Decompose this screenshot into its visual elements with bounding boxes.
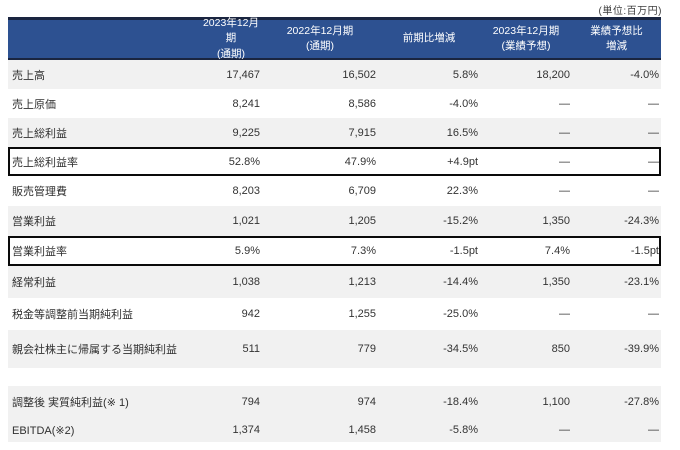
cell-value: -18.4% [443, 396, 478, 408]
row-label: 調整後 実質純利益(※ 1) [12, 397, 129, 409]
cell-value: 5.8% [452, 68, 478, 81]
table-row-gross-margin-highlighted: 売上総利益率 52.8% 47.9% +4.9pt — — [8, 147, 661, 176]
cell-value: — [648, 424, 659, 436]
cell-value: -4.0% [449, 97, 478, 110]
cell-value: — [559, 308, 570, 320]
row-label: EBITDA(※2) [12, 424, 75, 437]
cell-value: 18,200 [536, 68, 570, 81]
cell-value: 1,255 [348, 308, 376, 320]
cell-value: -5.8% [449, 424, 478, 436]
cell-value: -25.0% [443, 308, 478, 320]
row-label: 営業利益率 [12, 246, 67, 258]
cell-value: 47.9% [344, 155, 376, 168]
cell-value: 22.3% [446, 185, 478, 197]
cell-value: -24.3% [624, 215, 659, 227]
cell-value: 8,586 [348, 97, 376, 110]
table-row-cost-of-sales: 売上原価 8,241 8,586 -4.0% — — [8, 89, 661, 118]
cell-value: 794 [241, 396, 260, 408]
table-row-pretax-profit: 税金等調整前当期純利益 942 1,255 -25.0% — — [8, 298, 661, 330]
cell-value: 8,203 [232, 185, 260, 197]
header-corner-cell [8, 20, 200, 58]
cell-value: 16,502 [342, 68, 376, 81]
row-label: 売上総利益率 [12, 156, 78, 169]
financial-results-table: 2023年12月期 (通期) 2022年12月期 (通期) 前期比増減 2023… [8, 17, 661, 442]
cell-value: 1,021 [232, 215, 260, 227]
cell-value: -23.1% [624, 276, 659, 288]
cell-value: — [559, 155, 570, 168]
row-label: 売上原価 [12, 98, 56, 111]
column-header-fy2022-actual: 2022年12月期 (通期) [286, 24, 354, 52]
table-row-adjusted-net-profit: 調整後 実質純利益(※ 1) 794 974 -18.4% 1,100 -27.… [8, 386, 661, 418]
cell-value: — [648, 97, 659, 110]
cell-value: -34.5% [443, 343, 478, 355]
cell-value: 779 [357, 343, 376, 355]
cell-value: -27.8% [624, 396, 659, 408]
cell-value: -1.5pt [449, 245, 478, 257]
row-label: 売上総利益 [12, 127, 67, 140]
cell-value: -1.5pt [630, 245, 659, 257]
cell-value: 7.3% [350, 245, 376, 257]
cell-value: 7.4% [544, 245, 570, 257]
column-header-yoy-change: 前期比増減 [402, 32, 456, 45]
cell-value: 1,205 [348, 215, 376, 227]
table-row-operating-profit: 営業利益 1,021 1,205 -15.2% 1,350 -24.3% [8, 206, 661, 236]
cell-value: -14.4% [443, 276, 478, 288]
cell-value: — [648, 308, 659, 320]
row-label: 親会社株主に帰属する当期純利益 [12, 344, 177, 356]
cell-value: — [559, 424, 570, 436]
cell-value: 6,709 [348, 185, 376, 197]
column-header-fy2023-forecast: 2023年12月期 (業績予想) [492, 24, 560, 52]
cell-value: 511 [242, 343, 260, 355]
column-header-fy2023-actual: 2023年12月期 (通期) [202, 17, 260, 60]
cell-value: +4.9pt [447, 155, 478, 168]
column-header-vs-forecast: 業績予想比 増減 [590, 24, 643, 52]
table-header-row: 2023年12月期 (通期) 2022年12月期 (通期) 前期比増減 2023… [8, 17, 661, 60]
table-row-sga-expenses: 販売管理費 8,203 6,709 22.3% — — [8, 176, 661, 206]
cell-value: — [559, 97, 570, 110]
cell-value: 1,100 [542, 396, 570, 408]
cell-value: — [559, 126, 570, 139]
section-divider-gap [8, 368, 661, 386]
cell-value: -4.0% [630, 68, 659, 81]
cell-value: — [648, 126, 659, 139]
cell-value: — [559, 185, 570, 197]
row-label: 販売管理費 [12, 186, 67, 198]
cell-value: — [648, 185, 659, 197]
table-row-net-profit-attributable-to-owners: 親会社株主に帰属する当期純利益 511 779 -34.5% 850 -39.9… [8, 330, 661, 368]
cell-value: 8,241 [232, 97, 260, 110]
cell-value: 52.8% [228, 155, 260, 168]
table-row-operating-margin-highlighted: 営業利益率 5.9% 7.3% -1.5pt 7.4% -1.5pt [8, 236, 661, 266]
row-label: 税金等調整前当期純利益 [12, 309, 133, 321]
table-row-net-sales: 売上高 17,467 16,502 5.8% 18,200 -4.0% [8, 60, 661, 89]
table-row-ordinary-profit: 経常利益 1,038 1,213 -14.4% 1,350 -23.1% [8, 266, 661, 298]
table-row-ebitda: EBITDA(※2) 1,374 1,458 -5.8% — — [8, 418, 661, 442]
cell-value: -39.9% [624, 343, 659, 355]
cell-value: 1,350 [542, 215, 570, 227]
cell-value: 1,374 [232, 424, 260, 436]
cell-value: — [648, 155, 659, 168]
row-label: 売上高 [12, 69, 45, 82]
cell-value: 9,225 [232, 126, 260, 139]
cell-value: 850 [551, 343, 570, 355]
table-row-gross-profit: 売上総利益 9,225 7,915 16.5% — — [8, 118, 661, 147]
cell-value: 942 [241, 308, 260, 320]
cell-value: 7,915 [348, 126, 376, 139]
cell-value: 17,467 [226, 68, 260, 81]
unit-label: (単位:百万円) [598, 6, 662, 17]
cell-value: 974 [357, 396, 376, 408]
row-label: 営業利益 [12, 216, 56, 228]
cell-value: 16.5% [446, 126, 478, 139]
cell-value: -15.2% [443, 215, 478, 227]
cell-value: 1,213 [348, 276, 376, 288]
cell-value: 5.9% [234, 245, 260, 257]
cell-value: 1,038 [232, 276, 260, 288]
row-label: 経常利益 [12, 277, 56, 289]
cell-value: 1,350 [542, 276, 570, 288]
cell-value: 1,458 [348, 424, 376, 436]
